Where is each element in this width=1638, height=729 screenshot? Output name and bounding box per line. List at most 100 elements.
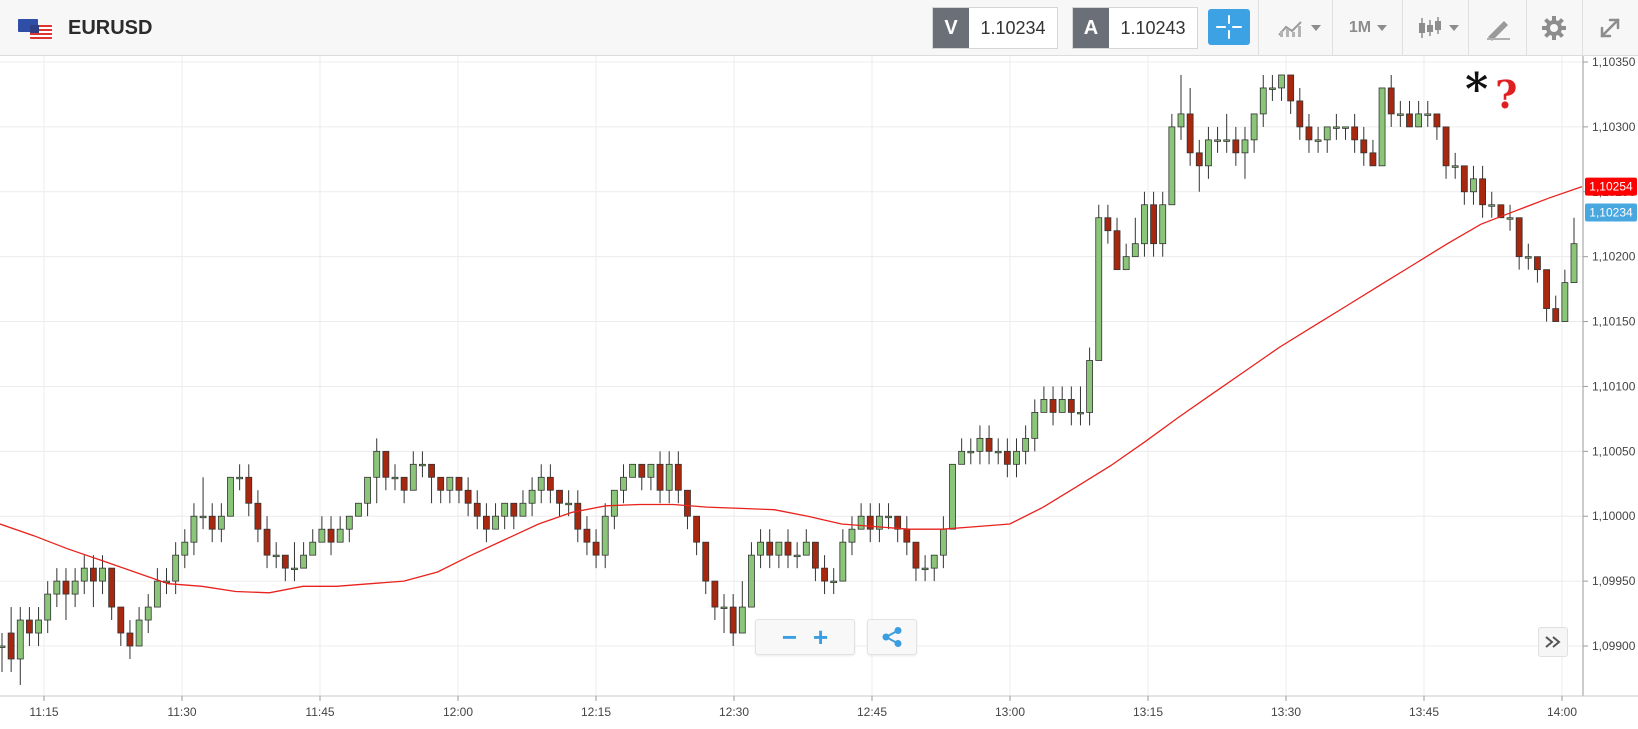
candle: [830, 568, 838, 595]
price-chart[interactable]: 1,103501,103001,102501,102001,101501,101…: [0, 56, 1638, 729]
candle: [309, 529, 317, 556]
candle-body: [674, 463, 682, 491]
zoom-in-button[interactable]: +: [813, 622, 829, 652]
candle: [848, 516, 856, 556]
candle-body: [464, 489, 472, 504]
candle-body: [1552, 308, 1560, 322]
candle-body: [647, 463, 655, 478]
candle-body: [53, 580, 61, 595]
drawing-tools-button[interactable]: [1474, 8, 1522, 48]
crosshair-button[interactable]: [1208, 9, 1250, 45]
candle-body: [1415, 113, 1423, 128]
candle: [1214, 126, 1221, 153]
candle-body: [437, 476, 445, 491]
candle: [638, 463, 646, 491]
candle-body: [592, 541, 600, 556]
candle: [592, 529, 600, 569]
candle-body: [71, 580, 79, 595]
candle-body: [830, 580, 838, 584]
price-label: 1,10234: [1585, 203, 1637, 222]
candle-body: [1342, 126, 1349, 129]
candle: [1086, 347, 1094, 426]
candle: [546, 464, 554, 504]
candle-body: [391, 476, 399, 480]
candle-body: [1433, 113, 1441, 128]
symbol-name: EURUSD: [68, 16, 153, 39]
ask-quote[interactable]: A 1.10243: [1072, 7, 1198, 49]
candle: [163, 568, 170, 595]
candle-body: [1314, 139, 1322, 142]
share-button[interactable]: [867, 619, 917, 655]
candle: [1396, 100, 1404, 127]
zoom-controls: − +: [755, 619, 917, 655]
candle: [1305, 113, 1313, 153]
candle-body: [190, 515, 198, 543]
candle: [702, 541, 710, 595]
candle-body: [720, 606, 728, 609]
x-tick-label: 13:15: [1133, 705, 1163, 719]
candle: [135, 607, 143, 647]
candlestick-icon: [1419, 17, 1441, 38]
candle-style-button[interactable]: [1406, 8, 1470, 48]
candle-body: [172, 554, 180, 582]
candle: [336, 516, 344, 543]
candle: [419, 451, 426, 478]
candle: [812, 541, 819, 582]
candle: [1323, 126, 1331, 153]
candle: [1451, 152, 1459, 179]
bid-quote[interactable]: V 1.10234: [932, 7, 1058, 49]
candle: [300, 542, 308, 569]
candle: [985, 425, 993, 465]
candle-body: [16, 619, 24, 660]
chart-toolbar: EURUSD V 1.10234 A 1.10243 1M: [0, 0, 1638, 56]
candle-body: [1186, 113, 1194, 154]
double-chevron-right-icon: [1545, 636, 1561, 648]
candle-body: [1451, 165, 1459, 168]
candle-body: [839, 541, 847, 582]
fullscreen-button[interactable]: [1586, 8, 1634, 48]
annotation-question: ?: [1495, 72, 1517, 117]
settings-button[interactable]: [1530, 8, 1578, 48]
moving-average-line: [0, 185, 1583, 594]
candle-body: [327, 528, 335, 543]
candle: [1342, 126, 1349, 140]
symbol-selector[interactable]: EURUSD: [18, 14, 152, 42]
candle: [610, 489, 618, 530]
candle: [227, 476, 234, 517]
candle-body: [245, 476, 253, 504]
candle-body: [1515, 217, 1523, 258]
candle-body: [1232, 139, 1240, 154]
candle: [501, 502, 509, 530]
x-tick-label: 12:45: [857, 705, 887, 719]
zoom-control-group: − +: [755, 619, 855, 655]
candle-body: [976, 437, 984, 452]
candle: [656, 451, 664, 504]
candle-body: [281, 554, 289, 569]
candle: [1022, 425, 1030, 465]
candle: [464, 477, 472, 517]
chart-type-button[interactable]: [1268, 8, 1330, 48]
timeframe-button[interactable]: 1M: [1336, 8, 1400, 48]
candle-body: [300, 554, 308, 569]
candle-body: [537, 476, 545, 491]
candle-body: [519, 502, 527, 517]
candle: [711, 580, 719, 621]
gear-icon: [1542, 16, 1566, 40]
candle-body: [1086, 360, 1094, 413]
candle-body: [574, 502, 582, 530]
zoom-out-button[interactable]: −: [781, 622, 797, 652]
candle: [1141, 191, 1148, 257]
scroll-to-latest-button[interactable]: [1538, 627, 1568, 657]
candle: [766, 529, 774, 569]
candle: [199, 477, 207, 530]
candle-body: [1351, 126, 1359, 141]
bid-tag: V: [933, 8, 969, 48]
candle-body: [208, 515, 216, 530]
candle: [1040, 386, 1048, 413]
candle-body: [748, 554, 755, 608]
candle-body: [217, 515, 225, 530]
candle: [190, 503, 198, 556]
candle: [281, 554, 289, 582]
crosshair-icon: [1216, 15, 1242, 39]
candle-body: [1442, 126, 1450, 167]
